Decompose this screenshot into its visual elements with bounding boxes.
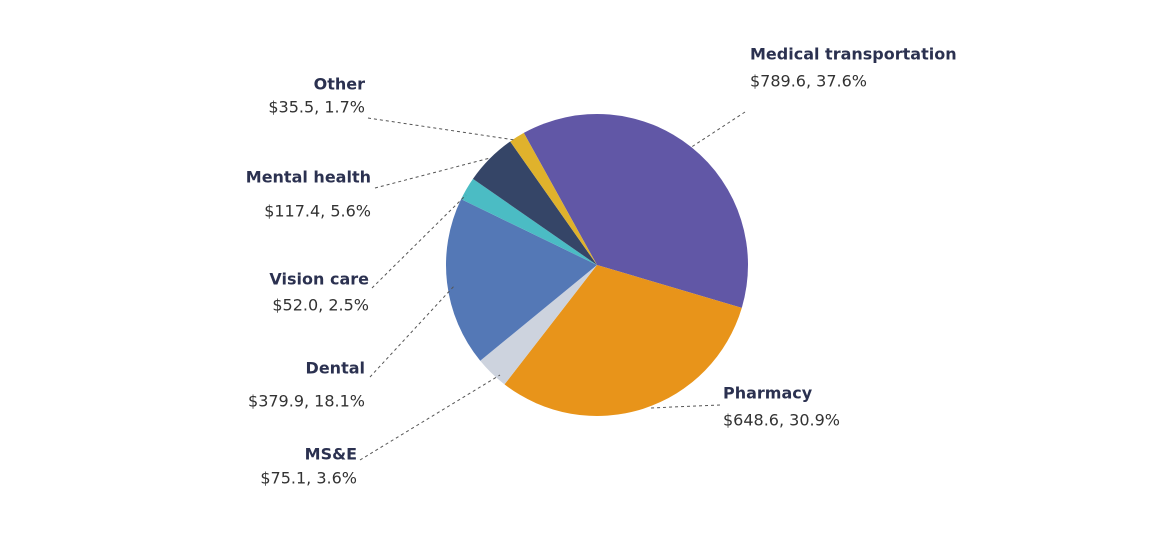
pie-slice — [445, 199, 597, 361]
pie-slice — [504, 265, 742, 417]
slice-value-label: $75.1, 3.6% — [260, 469, 357, 488]
pie-slice — [461, 178, 597, 265]
pie-slice — [480, 265, 597, 385]
slice-label: Pharmacy — [723, 384, 813, 403]
slice-value-label: $35.5, 1.7% — [268, 98, 365, 117]
slice-value-label: $379.9, 18.1% — [248, 392, 365, 411]
slice-label: Medical transportation — [750, 45, 957, 64]
slice-label: Dental — [306, 359, 365, 378]
slice-label: MS&E — [305, 445, 357, 464]
slice-label: Mental health — [246, 168, 371, 187]
pie-slice — [523, 114, 748, 308]
pie-slice — [472, 141, 597, 265]
slice-label: Other — [314, 75, 365, 94]
slice-label: Vision care — [269, 270, 369, 289]
leader-line — [367, 117, 516, 141]
leader-line — [374, 157, 491, 189]
slice-value-label: $648.6, 30.9% — [723, 411, 840, 430]
leader-line — [369, 284, 456, 378]
pie-slice — [510, 132, 597, 265]
leader-line — [649, 404, 721, 409]
slice-value-label: $117.4, 5.6% — [264, 202, 371, 221]
slice-value-label: $789.6, 37.6% — [750, 72, 867, 91]
leader-line — [689, 111, 746, 149]
leader-line — [359, 374, 501, 461]
slice-value-label: $52.0, 2.5% — [272, 296, 369, 315]
leader-line — [371, 194, 467, 289]
